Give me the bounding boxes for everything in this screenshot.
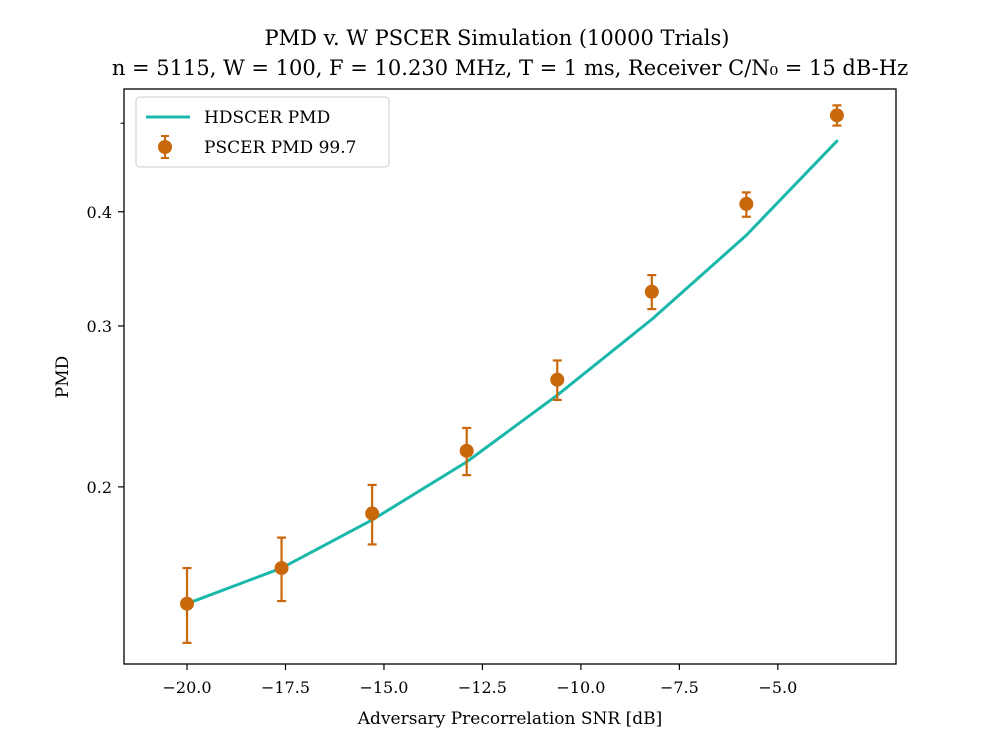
y-tick-label: 0.2: [87, 478, 112, 497]
chart-title-line2: n = 5115, W = 100, F = 10.230 MHz, T = 1…: [112, 56, 908, 80]
data-point-pscer: [365, 506, 380, 521]
x-tick-label: −10.0: [556, 678, 605, 697]
x-tick-label: −17.5: [261, 678, 310, 697]
x-tick-label: −5.0: [758, 678, 797, 697]
data-point-pscer: [829, 108, 844, 123]
x-tick-label: −15.0: [359, 678, 408, 697]
legend: HDSCER PMD PSCER PMD 99.7: [135, 96, 390, 168]
legend-label-pscer: PSCER PMD 99.7: [204, 138, 356, 158]
x-axis-label: Adversary Precorrelation SNR [dB]: [357, 709, 662, 729]
data-point-pscer: [274, 561, 289, 576]
data-point-pscer: [644, 284, 659, 299]
y-tick-label: 0.3: [87, 317, 112, 336]
series-line-hdscer: [185, 139, 839, 606]
chart-title-line1: PMD v. W PSCER Simulation (10000 Trials): [265, 26, 730, 50]
x-tick-label: −20.0: [163, 678, 212, 697]
legend-label-hdscer: HDSCER PMD: [204, 108, 330, 128]
y-tick-label: 0.4: [87, 203, 112, 222]
x-tick-label: −12.5: [458, 678, 507, 697]
y-axis-label: PMD: [53, 356, 73, 398]
data-point-pscer: [459, 443, 474, 458]
data-point-pscer: [550, 372, 565, 387]
legend-box: [135, 96, 390, 168]
legend-marker-swatch: [158, 140, 172, 154]
plot-frame: [123, 88, 897, 665]
data-point-pscer: [180, 596, 195, 611]
data-point-pscer: [739, 196, 754, 211]
plot-area: −20.0 −17.5 −15.0 −12.5 −10.0 −7.5 −5.0 0.2 0.3 0…: [87, 104, 844, 697]
x-tick-label: −7.5: [660, 678, 699, 697]
